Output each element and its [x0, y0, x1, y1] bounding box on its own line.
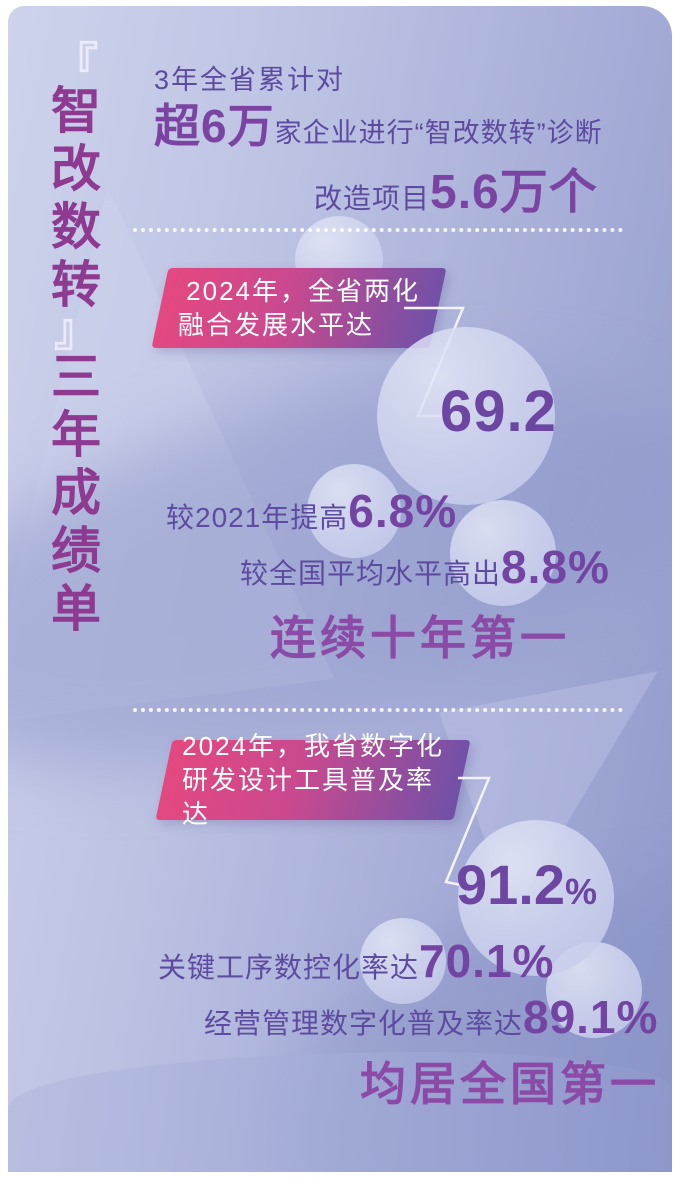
- dotted-divider-1: [133, 228, 623, 232]
- integration-level-value: 69.2: [440, 379, 557, 444]
- top-stat-projects: 改造项目 5.6万个: [314, 152, 598, 222]
- enterprises-label: 家企业进行“智改数转”诊断: [274, 118, 603, 148]
- title-char: 单: [51, 581, 101, 637]
- title-char: 年: [51, 407, 101, 463]
- stat-vs-national-value: 8.8%: [501, 541, 610, 593]
- digital-tools-value: 91.2 %: [456, 852, 597, 917]
- section3-footer: 均居全国第一: [360, 1058, 660, 1110]
- enterprises-count: 超6万: [154, 100, 275, 152]
- stat-management-value: 89.1%: [523, 991, 659, 1043]
- title-char: 三: [51, 349, 101, 405]
- stat-key-process-label: 关键工序数控化率达: [158, 952, 420, 983]
- title-char: 改: [51, 141, 101, 197]
- stat-vs-2021-value: 6.8%: [348, 485, 458, 537]
- stat-key-process-value: 70.1%: [419, 935, 555, 987]
- stat-management-label: 经营管理数字化普及率达: [204, 1008, 524, 1039]
- title-char: 绩: [51, 523, 101, 579]
- stat-vs-2021-label: 较2021年提高: [166, 502, 349, 533]
- banner-integration-line1: 2024年，全省两化: [186, 276, 420, 306]
- title-char: 智: [51, 83, 101, 139]
- infographic-card: 『 智 改 数 转 』 三 年 成 绩 单 3年全省累计对 超6万 家企业进行“…: [8, 6, 672, 1172]
- projects-label: 改造项目: [314, 183, 431, 214]
- title-char: 成: [51, 465, 101, 521]
- digital-tools-unit: %: [565, 871, 598, 912]
- top-stat-intro: 3年全省累计对: [154, 65, 346, 95]
- stat-vs-2021: 较2021年提高 6.8%: [166, 484, 457, 538]
- banner-digital-line1: 2024年，我省数字化: [182, 731, 444, 761]
- vertical-title: 『 智 改 数 转 』 三 年 成 绩 单: [30, 40, 122, 638]
- stat-vs-national: 较全国平均水平高出 8.8%: [240, 540, 610, 594]
- stat-management: 经营管理数字化普及率达 89.1%: [204, 990, 658, 1044]
- section2-footer: 连续十年第一: [270, 612, 570, 664]
- top-stat-enterprises: 超6万 家企业进行“智改数转”诊断: [154, 90, 603, 156]
- banner-digital-tools: 2024年，我省数字化 研发设计工具普及率达: [155, 731, 471, 829]
- stat-key-process: 关键工序数控化率达 70.1%: [158, 934, 554, 988]
- title-bracket-close: 』: [54, 306, 98, 355]
- banner-digital-line2: 研发设计工具普及率达: [182, 765, 435, 829]
- banner-integration-line2: 融合发展水平达: [178, 310, 375, 340]
- stat-vs-national-label: 较全国平均水平高出: [240, 558, 502, 589]
- projects-count: 5.6万个: [430, 166, 598, 219]
- digital-tools-number: 91.2: [456, 853, 565, 916]
- dotted-divider-2: [133, 708, 623, 712]
- title-char: 转: [51, 257, 101, 313]
- title-bracket-open: 『: [54, 40, 98, 89]
- title-char: 数: [51, 199, 101, 255]
